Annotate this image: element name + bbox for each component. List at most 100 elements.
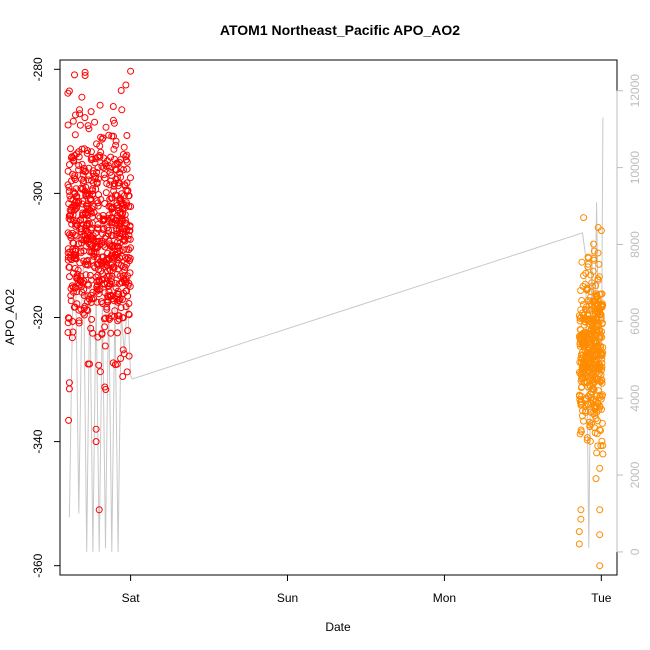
data-point-series1	[100, 224, 108, 232]
data-point-series1	[93, 178, 101, 186]
data-point-series1	[65, 263, 73, 271]
data-point-series1	[71, 189, 79, 197]
data-point-series2	[592, 415, 600, 422]
data-point-series2	[595, 273, 603, 281]
x-axis: Sat Sun Mon Tue	[122, 575, 612, 605]
data-point-series2	[596, 377, 604, 385]
data-point-series1	[71, 131, 79, 139]
data-point-series1	[124, 235, 132, 243]
data-point-series1	[76, 121, 84, 129]
data-point-series1	[73, 288, 81, 296]
data-point-series2	[589, 317, 597, 324]
data-point-series1	[69, 170, 77, 178]
data-point-series1	[123, 255, 131, 263]
data-point-series1	[124, 254, 132, 261]
data-point-series1	[109, 241, 117, 249]
right-tick-label: 12000	[628, 74, 642, 108]
data-point-series1	[95, 175, 102, 183]
data-point-series1	[65, 416, 73, 424]
data-point-series1	[109, 232, 117, 240]
data-point-series1	[72, 197, 80, 205]
data-point-series1	[90, 262, 98, 270]
data-point-series1	[120, 166, 127, 174]
data-point-series1	[97, 148, 105, 156]
data-point-series2	[577, 515, 585, 523]
data-point-series1	[119, 314, 127, 322]
data-point-series1	[80, 292, 88, 299]
data-point-series2	[595, 260, 603, 268]
data-point-series1	[64, 121, 72, 129]
right-tick-label: 10000	[628, 151, 642, 185]
data-point-series1	[77, 305, 85, 313]
data-point-series2	[596, 334, 604, 342]
data-point-series1	[84, 176, 92, 184]
data-point-series1	[84, 122, 92, 130]
data-point-series1	[112, 165, 120, 173]
data-point-series1	[101, 383, 109, 391]
data-point-series1	[67, 145, 74, 153]
data-point-series1	[75, 153, 83, 161]
data-point-series2	[598, 419, 606, 427]
data-point-series1	[120, 192, 128, 200]
right-y-axis: 0 2000 4000 6000 8000 10000 12000	[616, 74, 642, 555]
x-tick-label: Sun	[277, 591, 298, 605]
data-point-series1	[95, 506, 103, 514]
data-point-series1	[98, 259, 106, 267]
data-point-series2	[596, 342, 604, 350]
data-point-series2	[592, 290, 600, 298]
data-point-series1	[120, 246, 127, 254]
data-point-series1	[102, 123, 110, 131]
data-point-series2	[576, 326, 584, 333]
data-point-series1	[119, 373, 127, 380]
data-point-series2	[576, 398, 584, 406]
data-point-series1	[117, 87, 125, 94]
data-point-series2	[586, 390, 594, 398]
data-point-series1	[87, 233, 95, 241]
data-point-series1	[67, 292, 75, 300]
data-point-series1	[98, 237, 106, 245]
data-point-series2	[599, 450, 607, 458]
data-point-series2	[597, 227, 605, 235]
data-point-series1	[75, 317, 83, 325]
data-point-series1	[118, 279, 126, 287]
data-point-series1	[71, 303, 79, 311]
data-point-series1	[92, 185, 100, 193]
data-point-series1	[64, 314, 72, 322]
data-point-series1	[76, 106, 83, 114]
data-point-series1	[88, 187, 96, 195]
data-point-series1	[101, 280, 109, 288]
data-point-series1	[102, 314, 109, 322]
data-point-series2	[577, 506, 585, 514]
y-tick-label: -300	[31, 181, 45, 205]
data-point-series1	[120, 143, 128, 151]
data-point-series2	[598, 302, 606, 310]
data-point-series1	[113, 202, 121, 209]
y-tick-label: -340	[31, 429, 45, 453]
data-point-series1	[75, 319, 83, 327]
data-point-series1	[116, 272, 124, 280]
data-point-series1	[88, 256, 96, 264]
data-point-series1	[71, 205, 79, 213]
data-point-series2	[590, 240, 598, 248]
data-point-series1	[102, 189, 110, 197]
data-point-series1	[98, 270, 106, 278]
data-point-series2	[583, 434, 591, 442]
data-point-series1	[97, 133, 105, 141]
data-point-series1	[126, 227, 134, 235]
data-point-series1	[96, 153, 104, 161]
data-point-series2	[587, 352, 595, 360]
data-point-series2	[596, 310, 604, 318]
data-point-series1	[96, 214, 104, 222]
data-point-series1	[92, 438, 100, 446]
data-point-series1	[65, 212, 73, 220]
data-point-series2	[594, 275, 602, 283]
data-point-series1	[64, 319, 72, 327]
right-tick-label: 6000	[628, 308, 642, 335]
data-point-series1	[111, 361, 119, 369]
data-point-series1	[101, 200, 109, 207]
data-point-series1	[80, 304, 88, 312]
data-point-series1	[83, 149, 91, 157]
data-point-series1	[120, 201, 128, 209]
data-point-series1	[118, 210, 126, 218]
data-point-series2	[580, 336, 588, 344]
